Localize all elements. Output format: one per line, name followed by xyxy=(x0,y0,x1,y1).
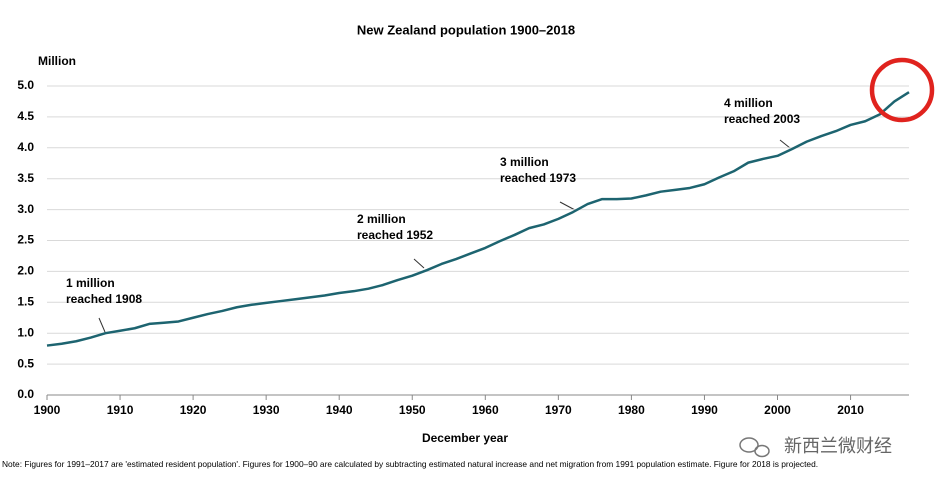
watermark: 新西兰微财经 xyxy=(784,436,892,456)
annotation: 4 million xyxy=(724,96,773,110)
annotation: reached 2003 xyxy=(724,112,800,126)
x-tick-label: 1950 xyxy=(399,403,426,417)
annotation: reached 1952 xyxy=(357,228,433,242)
leader xyxy=(98,317,106,333)
x-tick-label: 2000 xyxy=(764,403,791,417)
leader xyxy=(413,258,425,269)
watermark-icon xyxy=(739,437,770,458)
leader xyxy=(559,201,576,211)
annotation: 3 million xyxy=(500,155,549,169)
y-tick-label: 0.0 xyxy=(17,387,34,401)
x-tick-label: 1920 xyxy=(180,403,207,417)
y-tick-label: 0.5 xyxy=(17,356,34,370)
y-tick-label: 3.5 xyxy=(17,171,34,185)
annotation-leaders xyxy=(98,139,791,333)
note: Note: Figures for 1991–2017 are 'estimat… xyxy=(2,459,818,469)
y-tick-label: 4.5 xyxy=(17,109,34,123)
x-tick-label: 1900 xyxy=(34,403,61,417)
y-tick-label: 1.5 xyxy=(17,294,34,308)
x-tick-label: 1960 xyxy=(472,403,499,417)
y-tick-label: 3.0 xyxy=(17,202,34,216)
annotation: 2 million xyxy=(357,212,406,226)
x-tick-label: 1990 xyxy=(691,403,718,417)
x-tick-label: 1970 xyxy=(545,403,572,417)
y-tick-label: 2.5 xyxy=(17,233,34,247)
x-tick-label: 1930 xyxy=(253,403,280,417)
leader xyxy=(779,139,791,149)
annotation: 1 million xyxy=(66,276,115,290)
y-tick-label: 4.0 xyxy=(17,140,34,154)
x-tick-label: 1980 xyxy=(618,403,645,417)
x-axis-label: December year xyxy=(422,431,508,445)
x-tick-label: 1940 xyxy=(326,403,353,417)
y-tick-label: 1.0 xyxy=(17,325,34,339)
x-tick-label: 1910 xyxy=(107,403,134,417)
annotation: reached 1973 xyxy=(500,171,576,185)
highlight-circle xyxy=(869,57,935,123)
data-line xyxy=(46,91,910,347)
y-axis-label: Million xyxy=(38,54,76,68)
annotation: reached 1908 xyxy=(66,292,142,306)
chart-title: New Zealand population 1900–2018 xyxy=(357,22,575,37)
x-tick-label: 2010 xyxy=(837,403,864,417)
y-tick-label: 5.0 xyxy=(17,78,34,92)
y-tick-label: 2.0 xyxy=(17,264,34,278)
